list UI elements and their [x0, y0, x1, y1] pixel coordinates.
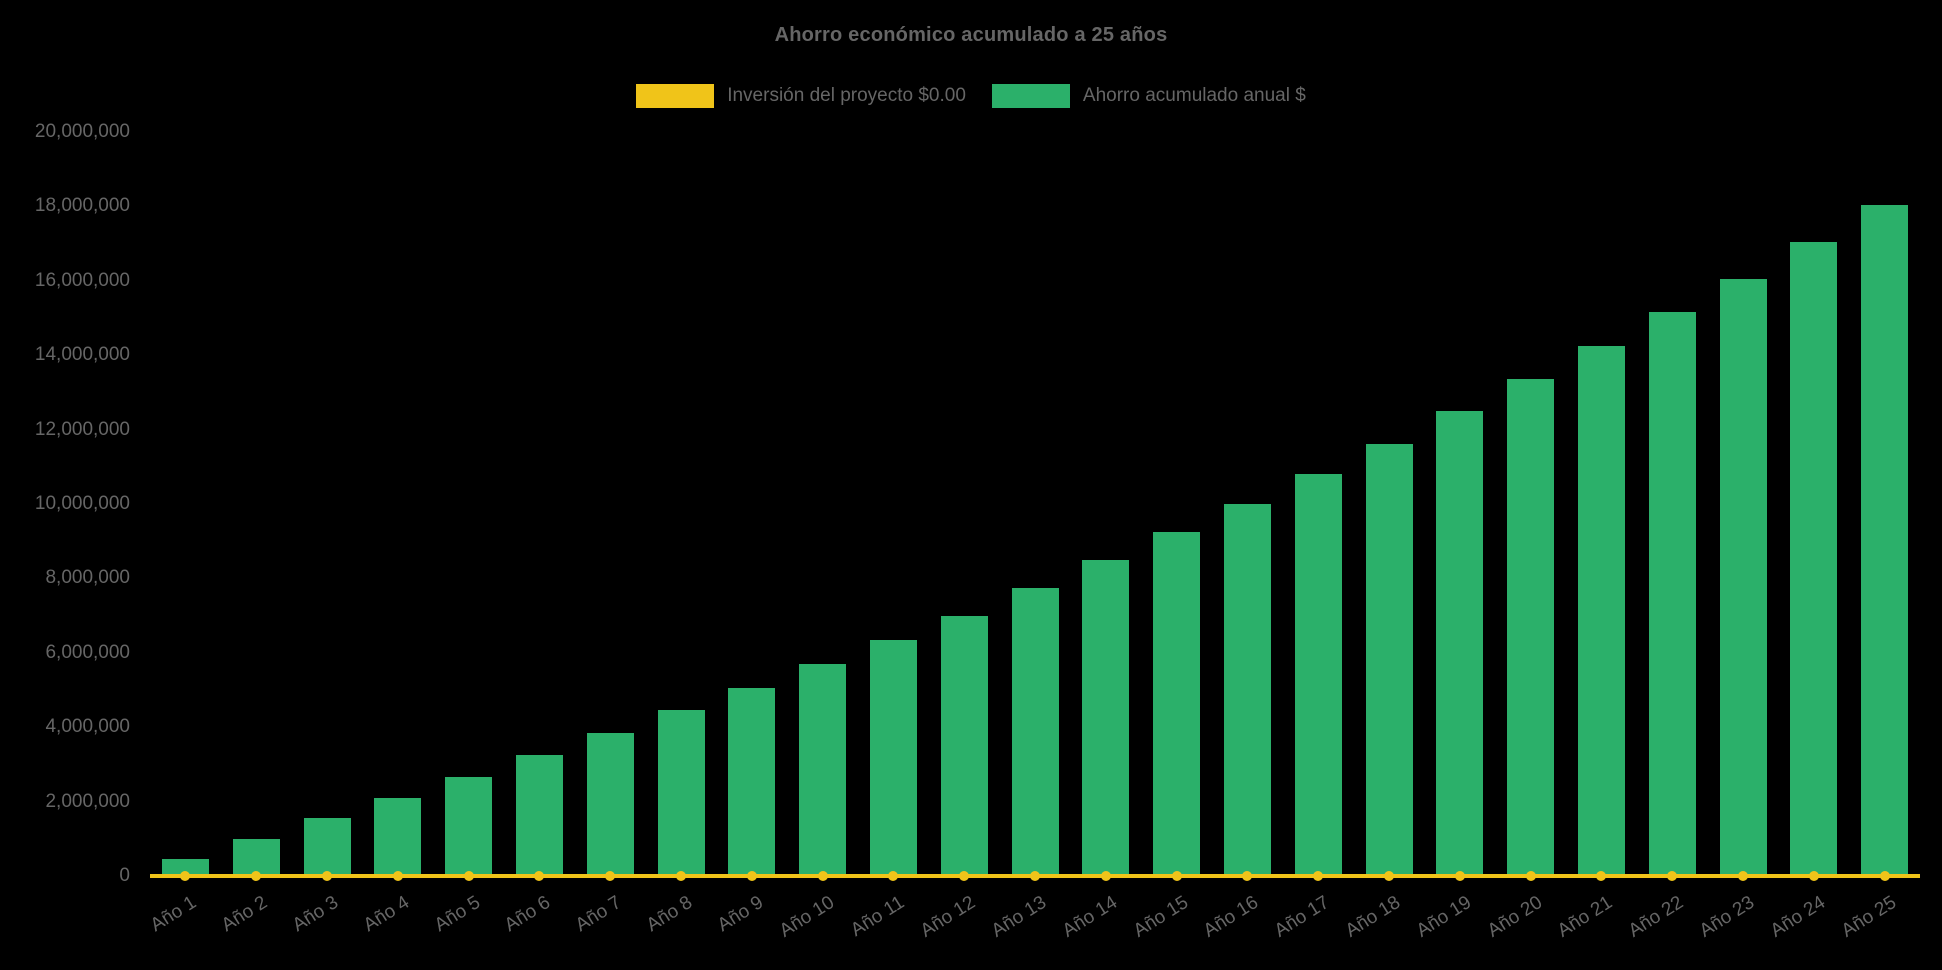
investment-point[interactable]: [534, 871, 545, 881]
bar-ahorro-acumulado[interactable]: [1719, 278, 1767, 876]
x-axis-tick-label: Año 21: [1554, 892, 1617, 942]
bar-ahorro-acumulado[interactable]: [1294, 474, 1342, 876]
x-axis-tick-label: Año 18: [1341, 892, 1405, 942]
investment-point[interactable]: [746, 871, 757, 881]
investment-point[interactable]: [1242, 871, 1253, 881]
bar-ahorro-acumulado[interactable]: [374, 797, 422, 876]
x-axis-tick-label: Año 16: [1200, 892, 1263, 942]
bar-ahorro-acumulado[interactable]: [940, 615, 988, 876]
y-axis-tick-label: 10,000,000: [34, 493, 130, 514]
investment-point[interactable]: [463, 871, 474, 881]
bar-ahorro-acumulado[interactable]: [1153, 531, 1201, 876]
bar-ahorro-acumulado[interactable]: [161, 859, 209, 876]
plot-area: [150, 132, 1920, 881]
y-axis-tick-label: 2,000,000: [45, 790, 130, 812]
x-axis-tick-label: Año 11: [847, 892, 909, 941]
investment-point[interactable]: [888, 871, 899, 881]
x-axis-tick-label: Año 8: [642, 892, 697, 937]
investment-point[interactable]: [676, 871, 686, 881]
legend-label-inversion: Inversión del proyecto $0.00: [727, 85, 966, 106]
x-axis-tick-label: Año 25: [1837, 892, 1900, 942]
y-axis-tick-label: 6,000,000: [45, 641, 130, 663]
bar-ahorro-acumulado[interactable]: [303, 818, 351, 876]
y-axis-tick-label: 18,000,000: [34, 195, 130, 217]
x-axis-tick-label: Año 22: [1625, 892, 1688, 942]
investment-point[interactable]: [180, 871, 191, 881]
bar-ahorro-acumulado[interactable]: [1648, 312, 1696, 876]
x-axis-tick-label: Año 15: [1129, 892, 1192, 942]
x-axis-tick-label: Año 7: [572, 892, 626, 937]
y-axis-tick-label: 16,000,000: [34, 269, 130, 291]
investment-point[interactable]: [1384, 871, 1394, 881]
investment-point[interactable]: [817, 871, 828, 881]
y-axis-tick-label: 0: [119, 865, 130, 886]
bar-ahorro-acumulado[interactable]: [445, 777, 493, 876]
bar-ahorro-acumulado[interactable]: [1365, 444, 1413, 876]
x-axis-tick-label: Año 13: [987, 892, 1051, 942]
investment-point[interactable]: [959, 871, 970, 881]
bar-ahorro-acumulado[interactable]: [1223, 504, 1271, 876]
bar-ahorro-acumulado[interactable]: [1436, 411, 1484, 876]
investment-point[interactable]: [1738, 871, 1748, 881]
y-axis-tick-label: 12,000,000: [34, 418, 130, 440]
bar-ahorro-acumulado[interactable]: [1577, 345, 1625, 876]
bar-ahorro-acumulado[interactable]: [869, 639, 917, 876]
investment-point[interactable]: [322, 871, 332, 881]
x-axis-tick-label: Año 14: [1058, 892, 1121, 942]
x-axis-tick-label: Año 1: [147, 892, 201, 937]
bar-ahorro-acumulado[interactable]: [1507, 379, 1555, 876]
legend-label-ahorro: Ahorro acumulado anual $: [1082, 85, 1306, 106]
x-axis-tick-label: Año 17: [1271, 892, 1334, 942]
legend-swatch-ahorro: [991, 84, 1070, 108]
y-axis-tick-label: 14,000,000: [34, 344, 130, 366]
y-axis-tick-label: 8,000,000: [45, 567, 130, 589]
legend-swatch-inversion: [636, 84, 715, 108]
x-axis-tick-label: Año 10: [775, 892, 838, 942]
bar-ahorro-acumulado[interactable]: [1011, 587, 1059, 876]
x-axis-tick-label: Año 12: [917, 892, 980, 942]
bar-ahorro-acumulado[interactable]: [232, 838, 280, 876]
bar-ahorro-acumulado[interactable]: [799, 663, 847, 876]
x-axis-tick-label: Año 20: [1483, 892, 1546, 942]
bar-ahorro-acumulado[interactable]: [657, 710, 705, 876]
x-axis-tick-label: Año 6: [501, 892, 555, 937]
x-axis-tick-label: Año 19: [1412, 892, 1475, 942]
x-axis-tick-label: Año 4: [359, 892, 413, 937]
legend-item-inversion[interactable]: Inversión del proyecto $0.00: [636, 84, 966, 108]
bar-ahorro-acumulado[interactable]: [1082, 559, 1130, 876]
investment-point[interactable]: [1171, 871, 1182, 881]
investment-point[interactable]: [1313, 871, 1324, 881]
x-axis-tick-label: Año 24: [1766, 892, 1829, 942]
investment-point[interactable]: [1879, 871, 1890, 881]
investment-point[interactable]: [1596, 871, 1607, 881]
x-axis-tick-label: Año 23: [1695, 892, 1759, 942]
x-axis-tick-label: Año 5: [430, 892, 484, 937]
chart-title: Ahorro económico acumulado a 25 años: [774, 24, 1168, 46]
bar-ahorro-acumulado[interactable]: [586, 732, 634, 876]
legend-item-ahorro[interactable]: Ahorro acumulado anual $: [991, 84, 1306, 108]
x-axis-tick-label: Año 2: [218, 892, 272, 937]
bar-ahorro-acumulado[interactable]: [1861, 204, 1909, 876]
bar-ahorro-acumulado[interactable]: [728, 688, 776, 876]
investment-point[interactable]: [251, 871, 262, 881]
investment-point[interactable]: [1100, 871, 1111, 881]
bar-ahorro-acumulado[interactable]: [1790, 241, 1838, 876]
investment-point[interactable]: [392, 871, 403, 881]
investment-point[interactable]: [1667, 871, 1678, 881]
investment-point[interactable]: [1454, 871, 1465, 881]
y-axis-tick-label: 20,000,000: [34, 121, 130, 142]
y-axis-tick-label: 4,000,000: [45, 716, 130, 738]
investment-point[interactable]: [1030, 871, 1040, 881]
investment-point[interactable]: [1525, 871, 1536, 881]
x-axis-tick-label: Año 9: [713, 892, 767, 937]
chart-legend: Inversión del proyecto $0.00 Ahorro acum…: [0, 84, 1942, 108]
investment-point[interactable]: [605, 871, 616, 881]
x-axis-tick-label: Año 3: [288, 892, 343, 937]
investment-point[interactable]: [1808, 871, 1819, 881]
bar-ahorro-acumulado[interactable]: [515, 755, 563, 876]
